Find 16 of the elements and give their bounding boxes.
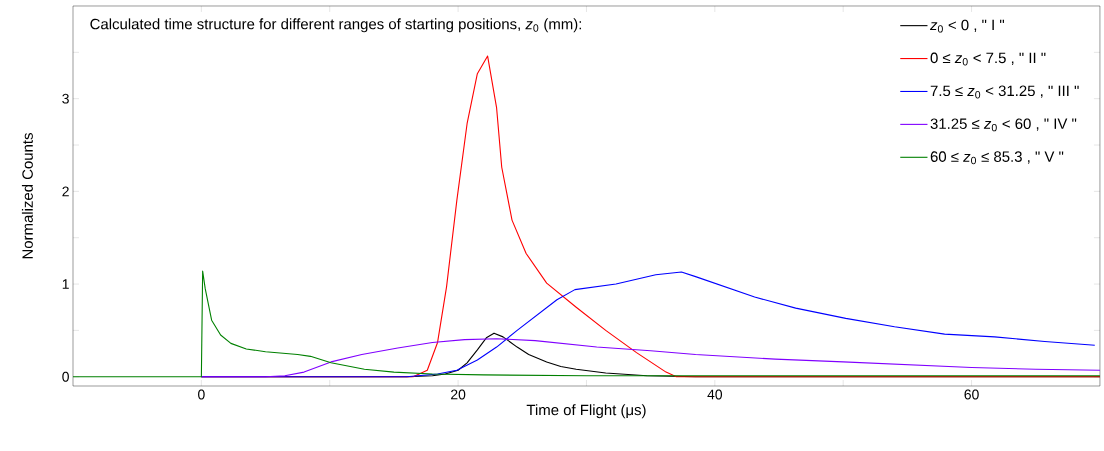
legend-label: z$_{0}$ < 0 , " I " [929,19,1005,33]
x-tick-label: 40 [707,389,723,400]
legend-label: 60 ≤ z$_{0}$ ≤ 85.3 , " V " [930,151,1064,165]
x-axis-title: Time of Flight (μs) [526,404,646,419]
legend-label: 0 ≤ z$_{0}$ < 7.5 , " II " [930,52,1046,66]
y-tick-label: 2 [62,186,69,197]
x-tick-label: 20 [451,389,466,400]
y-axis-title: Normalized Counts [21,133,33,259]
legend-label: 7.5 ≤ z$_{0}$ < 31.25 , " III " [930,85,1079,99]
y-tick-label: 0 [62,371,69,382]
y-tick-label: 1 [62,279,69,289]
x-tick-label: 0 [198,389,205,400]
annotation: Calculated time structure for different ranges of starting positions, z$_{0}$ (mm): [90,18,582,33]
y-tick-label: 3 [62,93,69,104]
x-tick-label: 60 [964,389,979,400]
legend-label: 31.25 ≤ z$_{0}$ < 60 , " IV " [930,118,1077,132]
